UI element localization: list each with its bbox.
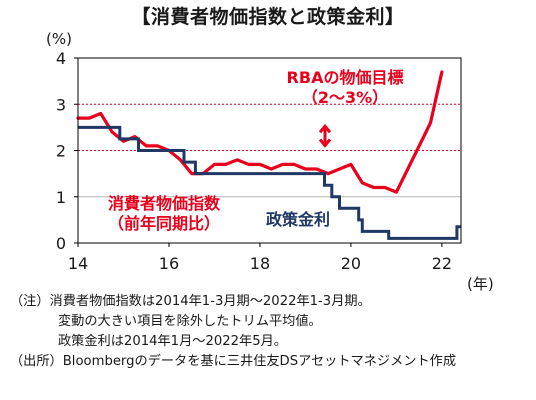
y-tick-label: 1 [56,188,66,207]
note-trimmed-mean: 変動の大きい項目を除外したトリム平均値。 [58,314,322,329]
cpi-series-sublabel: （前年同期比） [108,214,220,233]
target-band-arrow [318,123,332,148]
chart-title: 【消費者物価指数と政策金利】 [131,6,405,28]
y-tick-label: 3 [56,95,66,114]
x-tick-label: 14 [68,254,88,273]
policy-rate-series-label: 政策金利 [266,210,330,229]
y-tick-label: 0 [56,234,66,253]
x-unit-label: (年) [467,275,494,293]
note-cpi-period: （注）消費者物価指数は2014年1-3月期～2022年1-3月期。 [10,294,371,309]
policy-rate-line [78,125,461,240]
x-tick-label: 22 [432,254,452,273]
target-band-range-label: （2～3%） [302,88,388,107]
x-tick-label: 20 [341,254,361,273]
cpi-series-label: 消費者物価指数 [108,194,221,213]
note-policy-rate-period: 政策金利は2014年1月～2022年5月。 [58,334,287,349]
x-tick-label: 16 [159,254,179,273]
y-unit-label: (%) [46,30,72,48]
x-tick-label: 18 [250,254,270,273]
policy-rate-cpi-chart: 0 1 2 3 4 14 16 18 20 22 (%) (年) RBAの物価目標（2～3%） 消費者物… [46,30,494,293]
notes: （注）消費者物価指数は2014年1-3月期～2022年1-3月期。 変動の大きい… [10,292,456,372]
target-band-label: RBAの物価目標 [287,68,404,87]
y-tick-label: 2 [56,142,66,161]
note-source: （出所）Bloombergのデータを基に三井住友DSアセットマネジメント作成 [10,354,457,369]
y-tick-label: 4 [56,49,66,68]
